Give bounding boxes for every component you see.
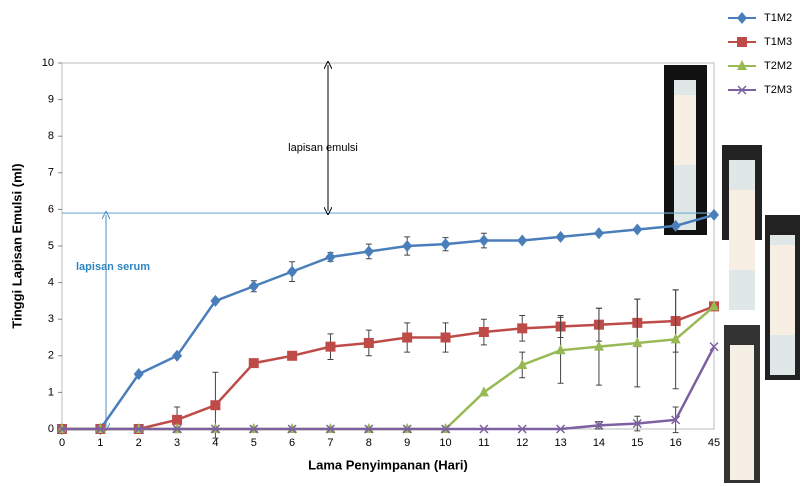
y-tick-label: 0 [48,423,54,435]
x-tick-label: 15 [631,437,643,449]
point [402,240,412,252]
point [517,235,527,247]
y-tick-label: 1 [48,386,54,398]
y-tick-label: 3 [48,313,54,325]
legend-label: T2M2 [764,60,792,72]
x-tick-label: 14 [593,437,605,449]
x-axis-title: Lama Penyimpanan (Hari) [308,457,468,472]
x-tick-label: 5 [251,437,257,449]
point [287,351,297,361]
photo [674,95,696,165]
y-tick-label: 2 [48,350,54,362]
point [441,238,451,250]
x-tick-label: 1 [97,437,103,449]
series-line [62,347,714,429]
point [210,400,220,410]
x-tick-label: 11 [478,437,489,449]
point [632,224,642,236]
point [517,323,527,333]
legend-marker [737,12,747,24]
x-tick-label: 16 [670,437,682,449]
point [402,333,412,343]
x-tick-label: 0 [59,437,65,449]
series-line [62,306,714,429]
photo [770,245,795,335]
photo [729,190,755,270]
photo [730,345,754,480]
x-tick-label: 4 [212,437,218,449]
point [479,327,489,337]
point [594,227,604,239]
chart: Lama Penyimpanan (Hari) Tinggi Lapisan E… [0,0,801,486]
x-tick-label: 2 [136,437,142,449]
annotation: lapisan emulsi [288,142,358,154]
x-tick-label: 10 [439,437,451,449]
series [57,290,719,438]
plot-frame [62,63,714,429]
y-tick-label: 7 [48,167,54,179]
x-tick-label: 7 [327,437,333,449]
legend-marker [737,37,747,47]
series [57,290,719,433]
x-tick-label: 3 [174,437,180,449]
x-tick-label: 13 [554,437,566,449]
point [479,235,489,247]
point [325,251,335,263]
series-line [62,215,714,429]
y-tick-label: 10 [42,57,54,69]
x-tick-label: 6 [289,437,295,449]
y-tick-label: 4 [48,277,54,289]
point [556,231,566,243]
y-tick-label: 9 [48,94,54,106]
point [325,342,335,352]
x-tick-label: 9 [404,437,410,449]
point [287,266,297,278]
annotation: lapisan serum [76,261,150,273]
point [364,245,374,257]
legend-label: T2M3 [764,84,792,96]
series [57,209,719,435]
x-tick-label: 8 [366,437,372,449]
y-tick-label: 6 [48,203,54,215]
y-tick-label: 5 [48,240,54,252]
point [249,280,259,292]
legend-label: T1M3 [764,36,792,48]
y-axis-title: Tinggi Lapisan Emulsi (ml) [9,163,24,328]
y-tick-label: 8 [48,130,54,142]
point [441,333,451,343]
x-tick-label: 45 [708,437,720,449]
point [364,338,374,348]
series [58,343,718,433]
x-tick-label: 12 [516,437,528,449]
point [249,358,259,368]
point [709,209,719,221]
photos [664,65,800,483]
legend-label: T1M2 [764,12,792,24]
